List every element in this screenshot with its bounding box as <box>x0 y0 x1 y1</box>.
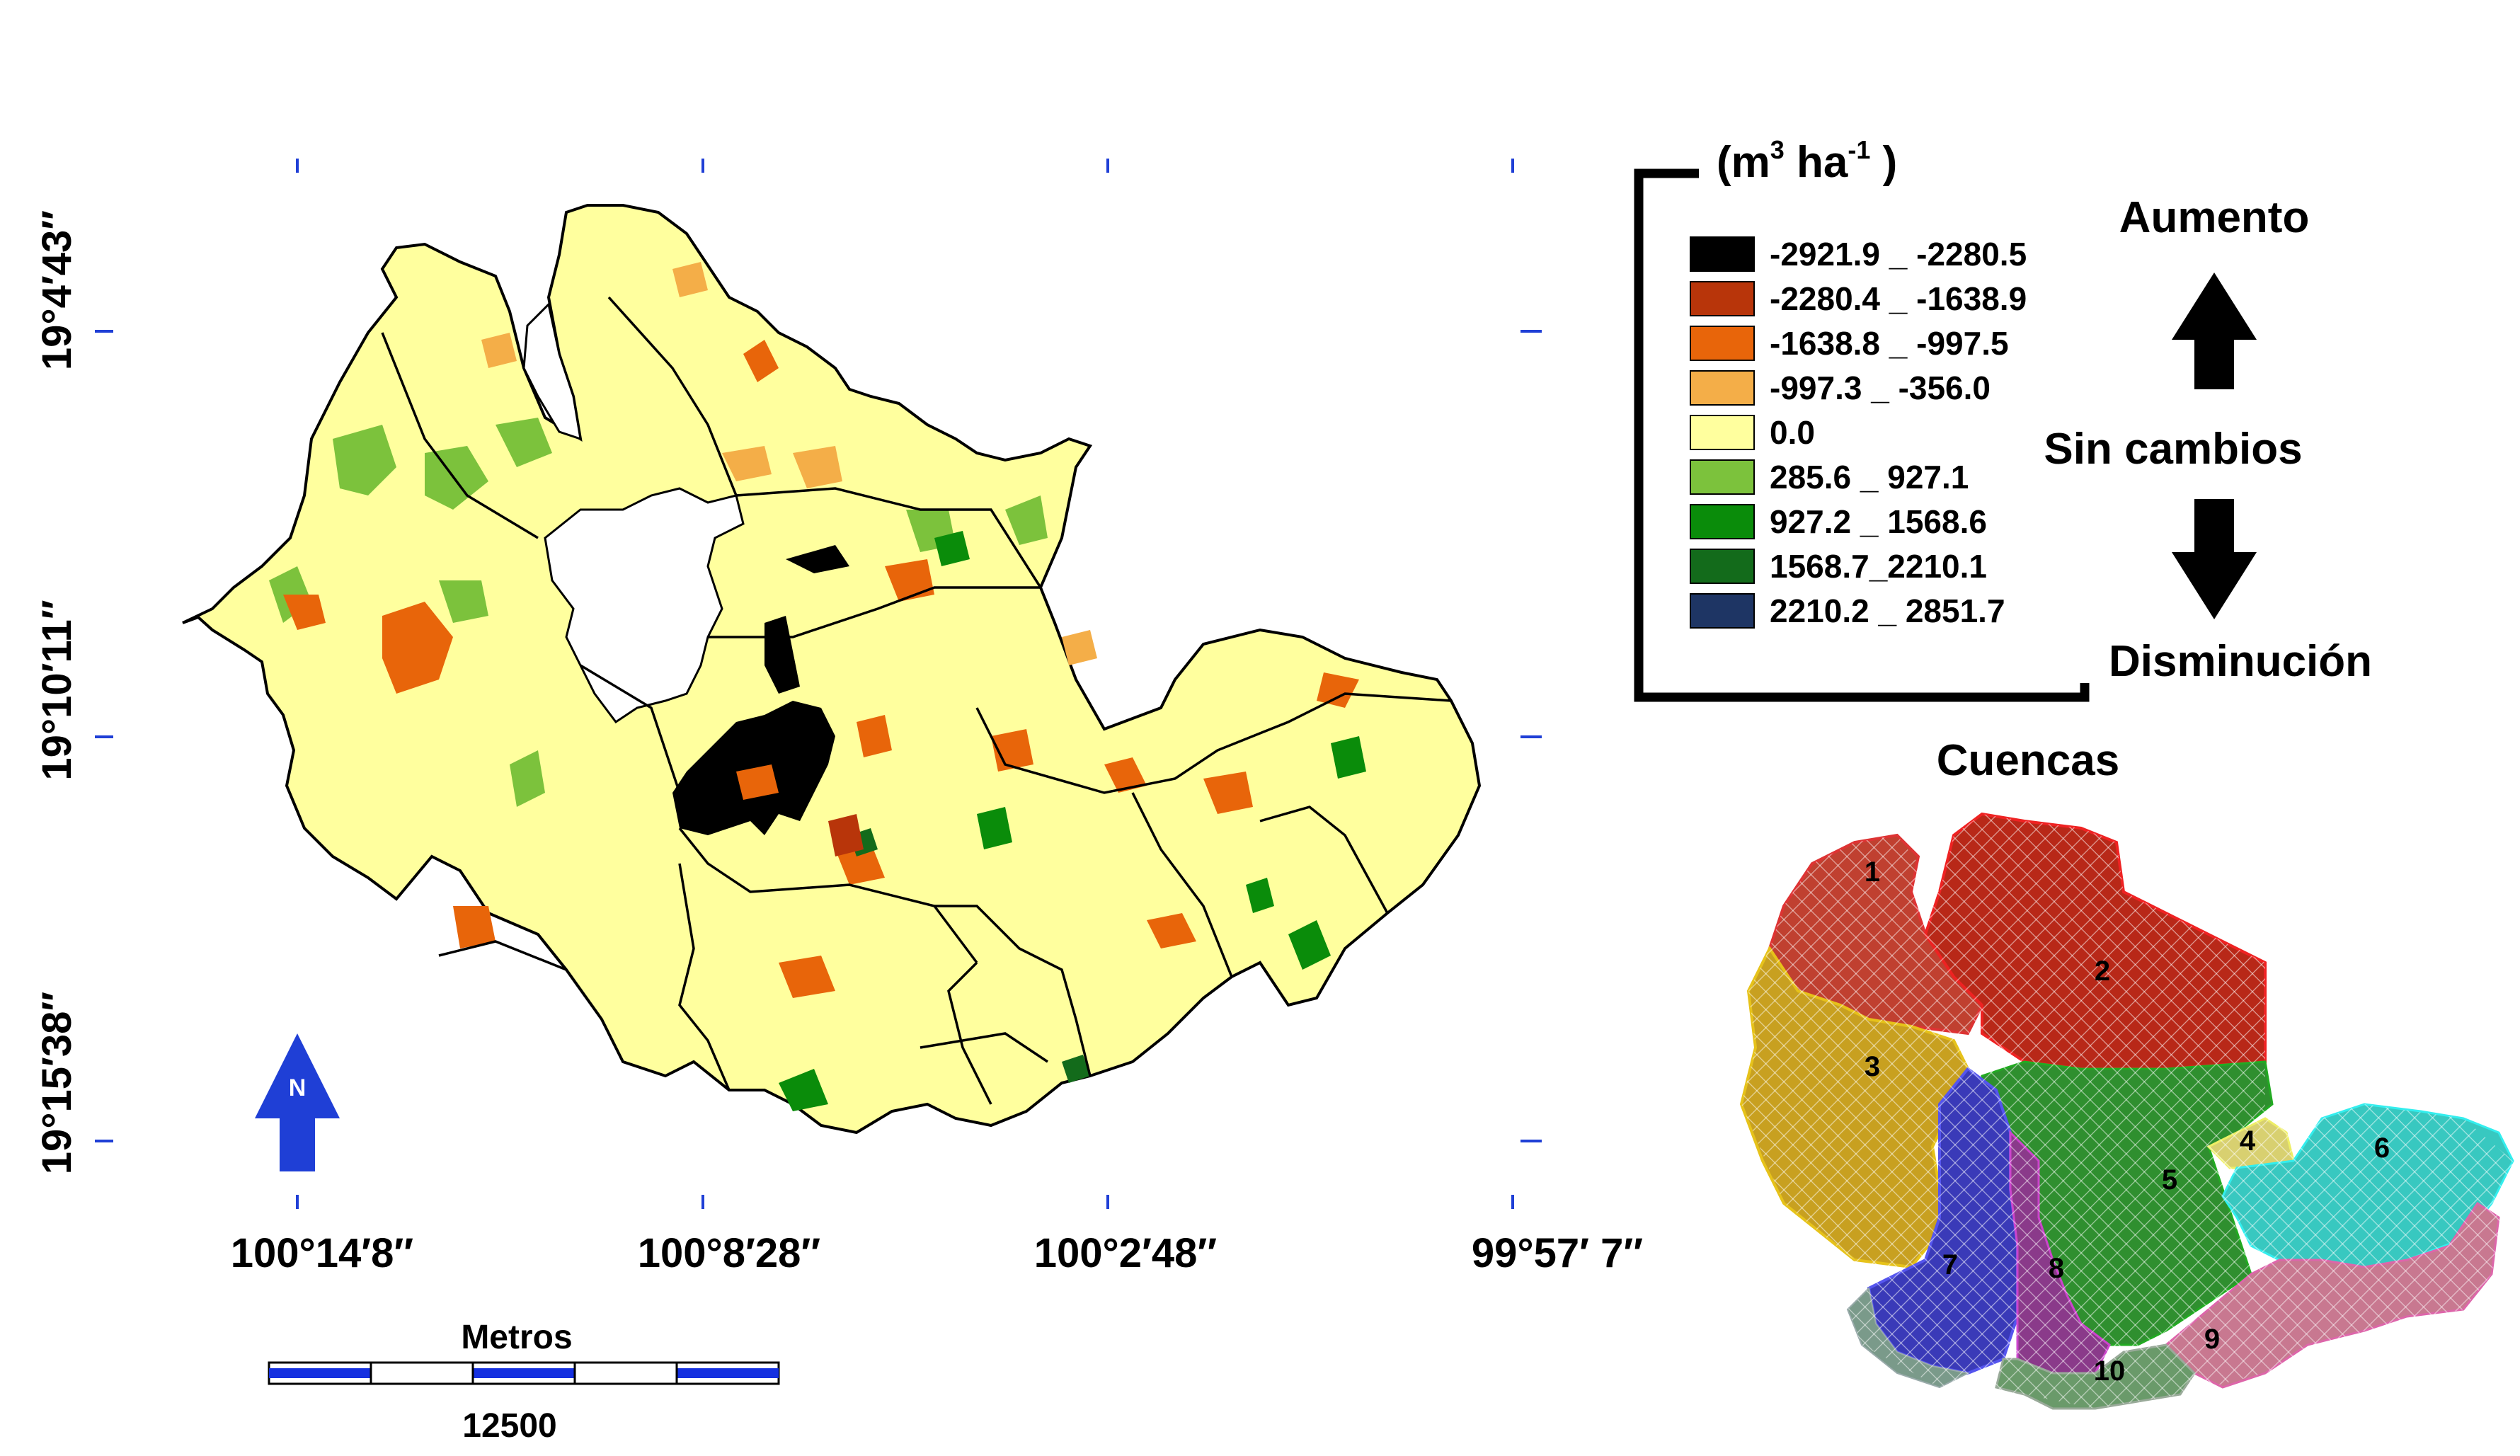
legend-swatch <box>1690 281 1755 316</box>
basin-label: 4 <box>2240 1125 2256 1157</box>
basin-label: 5 <box>2162 1164 2177 1196</box>
no-change-label: Sin cambios <box>2044 425 2302 474</box>
legend-bracket <box>1634 168 2090 702</box>
basin-label: 10 <box>2094 1355 2126 1387</box>
legend-label: 1568.7_2210.1 <box>1770 548 1987 585</box>
legend-swatch <box>1690 549 1755 584</box>
legend-label: -997.3 _ -356.0 <box>1770 369 1991 406</box>
legend-swatch <box>1690 415 1755 450</box>
basin-label: 7 <box>1942 1249 1958 1280</box>
class-927-1568-patches <box>779 531 1366 1111</box>
basin-label: 3 <box>1865 1051 1880 1082</box>
longitude-label: 100°8′28″ <box>638 1230 820 1276</box>
basin-label: 8 <box>2049 1253 2064 1284</box>
north-label: N <box>289 1074 307 1101</box>
scale-bar: Metros 12500 <box>268 1319 780 1445</box>
basin-label: 2 <box>2095 956 2110 987</box>
scale-segment <box>677 1368 779 1378</box>
basin-label: 9 <box>2204 1324 2220 1355</box>
legend-label: 927.2 _ 1568.6 <box>1770 503 1987 540</box>
legend-label: 0.0 <box>1770 414 1815 451</box>
legend-swatch <box>1690 236 1755 272</box>
latitude-label: 19°4′43″ <box>34 210 80 370</box>
latitude-label: 19°15′38″ <box>34 992 80 1174</box>
orange-core-patch <box>736 764 779 800</box>
white-notch <box>522 302 582 441</box>
legend-swatch <box>1690 459 1755 495</box>
longitude-label: 99°57′ 7″ <box>1472 1230 1643 1276</box>
main-map <box>182 204 1482 1135</box>
longitude-label: 100°14′8″ <box>231 1230 413 1276</box>
class-neg1638-neg997-patches <box>283 340 1359 998</box>
class-285-927-patches <box>269 418 1048 807</box>
scale-segment <box>371 1368 473 1378</box>
legend-label: -2921.9 _ -2280.5 <box>1770 236 2027 273</box>
sub-basin-boundaries <box>381 296 1452 1105</box>
legend-unit: (m3 ha-1 ) <box>1717 135 1897 187</box>
legend: (m3 ha-1 ) -2921.9 _ -2280.5 -2280.4 _ -1… <box>1634 135 2090 702</box>
latitude-label: 19°10′11″ <box>34 600 80 780</box>
legend-label: -2280.4 _ -1638.9 <box>1770 280 2027 317</box>
legend-label: -1638.8 _ -997.5 <box>1770 325 2009 362</box>
study-area-polygon <box>182 204 1482 1135</box>
scale-segment <box>473 1368 575 1378</box>
inset-title: Cuencas <box>1937 736 2119 785</box>
class-neg997-neg356-patches <box>481 262 1097 665</box>
basin-label: 1 <box>1865 856 1880 888</box>
scale-segment <box>269 1368 371 1378</box>
graticule-ticks <box>95 159 1542 1209</box>
increase-label: Aumento <box>2119 193 2310 242</box>
scale-bar-title: Metros <box>461 1319 572 1356</box>
legend-swatch <box>1690 504 1755 539</box>
scale-segment <box>575 1368 677 1378</box>
legend-label: 285.6 _ 927.1 <box>1770 459 1969 495</box>
basins-inset-map: Cuencas 1 2 3 4 5 6 7 <box>1739 736 2514 1410</box>
scale-bar-value: 12500 <box>462 1407 556 1445</box>
legend-swatch <box>1690 326 1755 361</box>
decrease-label: Disminución <box>2109 637 2372 686</box>
north-arrow-icon: N <box>255 1033 340 1171</box>
basin-label: 6 <box>2374 1133 2390 1164</box>
legend-swatch <box>1690 370 1755 406</box>
legend-label: 2210.2 _ 2851.7 <box>1770 592 2005 629</box>
longitude-label: 100°2′48″ <box>1034 1230 1217 1276</box>
inset-hatch-overlay <box>1741 814 2513 1409</box>
arrow-down-icon <box>2172 499 2257 619</box>
arrow-up-icon <box>2172 273 2257 389</box>
change-indicator: Aumento Sin cambios Disminución <box>2044 193 2372 686</box>
legend-swatch <box>1690 593 1755 629</box>
class-neg2280-neg1638-patch <box>828 814 864 856</box>
